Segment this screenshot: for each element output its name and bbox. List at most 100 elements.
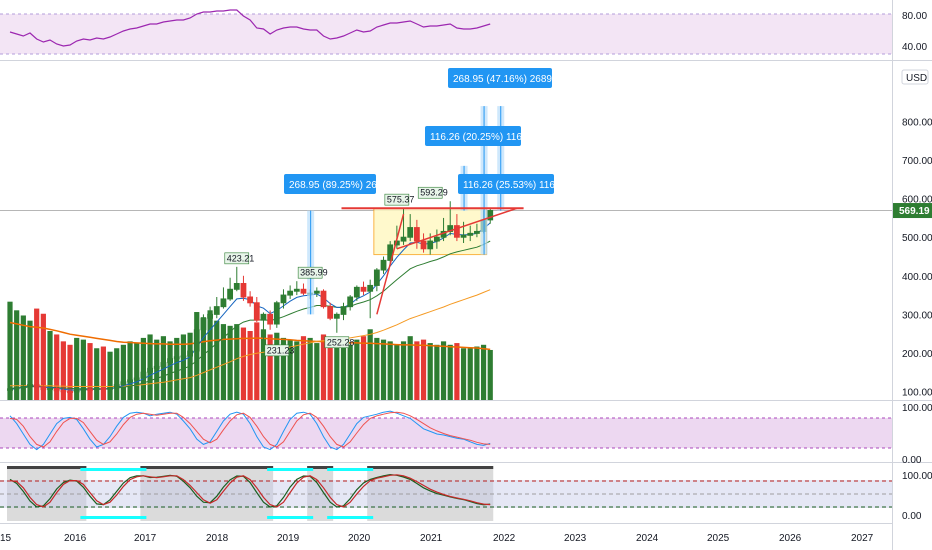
candle-body xyxy=(233,283,240,290)
support-trendline xyxy=(396,207,518,250)
ema-slow-line xyxy=(10,289,491,387)
candle-body xyxy=(413,227,420,242)
candle-body xyxy=(407,227,414,238)
high-low-label-box xyxy=(384,193,410,206)
candle-body xyxy=(220,298,227,308)
time-label: 2019 xyxy=(277,533,300,544)
candle-body xyxy=(27,384,33,387)
volume-bar xyxy=(200,317,207,400)
stoch-band xyxy=(0,418,892,448)
volume-bar xyxy=(420,339,427,400)
volume-bar xyxy=(320,334,327,400)
candle-body xyxy=(460,234,467,238)
volume-bar xyxy=(447,344,453,400)
volume-bar xyxy=(487,349,493,400)
volume-bar xyxy=(114,348,120,400)
stoch-tick: 0.00 xyxy=(902,455,922,466)
candle-body xyxy=(353,286,360,298)
volume-bar xyxy=(467,348,473,400)
rsi-pane[interactable] xyxy=(0,9,892,55)
volume-bar xyxy=(254,322,260,400)
price-tick: 400.00 xyxy=(902,272,932,283)
volume-bar xyxy=(380,339,387,400)
zone-marker-top xyxy=(367,466,494,469)
high-low-label: 423.21 xyxy=(227,253,255,263)
measure-callout-box xyxy=(448,68,552,88)
high-low-label: 252.28 xyxy=(327,337,355,347)
candle-body xyxy=(73,389,80,393)
candle-body xyxy=(113,384,120,389)
candle-body xyxy=(320,290,327,308)
candle-body xyxy=(107,387,113,390)
candle-body xyxy=(133,377,140,381)
volume-bar xyxy=(374,337,380,400)
volume-bar xyxy=(227,325,233,400)
candle-body xyxy=(180,355,187,358)
volume-bar xyxy=(54,334,60,400)
rsi-tick: 40.00 xyxy=(902,42,927,53)
candle-body xyxy=(373,269,380,286)
candle-body xyxy=(280,294,287,304)
candle-body xyxy=(60,390,67,393)
volume-bar xyxy=(180,334,187,400)
price-tick: 300.00 xyxy=(902,310,932,321)
volume-bar xyxy=(480,344,487,400)
candle-body xyxy=(167,358,173,364)
candle-body xyxy=(360,286,367,292)
high-low-label-box xyxy=(297,266,323,279)
time-label: 2017 xyxy=(134,533,157,544)
volume-bar xyxy=(167,341,173,400)
candle-body xyxy=(267,313,274,325)
volume-bar xyxy=(434,344,440,400)
time-label: 2025 xyxy=(707,533,730,544)
volume-bar xyxy=(314,343,320,400)
volume-bar xyxy=(260,329,267,400)
currency-box[interactable] xyxy=(901,69,929,85)
candle-body xyxy=(474,230,480,234)
volume-bar xyxy=(387,341,393,400)
stoch-d-line xyxy=(9,411,491,448)
price-axis[interactable]: 80.00 40.00 USD 800.00 700.00 600.00 500.00… xyxy=(893,11,932,522)
candle-body xyxy=(207,313,213,319)
measure-callout-label: 116.26 (25.53%) 11626 xyxy=(463,180,566,191)
volume-bar xyxy=(14,310,20,400)
candle-body xyxy=(53,387,60,392)
volume-bar xyxy=(280,337,287,400)
volume-bar xyxy=(307,337,313,400)
volume-bar xyxy=(120,344,126,400)
candle-body xyxy=(33,384,40,388)
volume-bar xyxy=(220,324,227,400)
zone-marker-top xyxy=(327,468,374,471)
volume-bar xyxy=(414,341,420,400)
stoch-rsi-pane[interactable] xyxy=(0,466,892,521)
candle-body xyxy=(87,388,93,391)
zone-marker-bottom xyxy=(327,516,374,519)
stoch-pane[interactable] xyxy=(0,410,892,451)
candle-body xyxy=(333,313,340,319)
candle-body xyxy=(467,232,474,236)
volume-bar xyxy=(60,341,66,400)
volume-bar xyxy=(340,343,347,400)
high-low-label-box xyxy=(324,336,350,349)
candle-body xyxy=(20,385,27,389)
time-label: 2023 xyxy=(564,533,587,544)
time-label: 2020 xyxy=(348,533,371,544)
measure-callout-label: 268.95 (89.25%) 26895 xyxy=(289,180,394,191)
candle-body xyxy=(260,313,267,321)
candle-body xyxy=(367,284,374,292)
candle-body xyxy=(13,387,20,390)
price-tick: 800.00 xyxy=(902,118,932,129)
volume-bar xyxy=(294,341,300,400)
volume-bar xyxy=(440,341,447,400)
zone-marker-top xyxy=(7,466,87,469)
time-label: 2026 xyxy=(779,533,802,544)
time-axis[interactable]: 15 2016 2017 2018 2019 2020 2021 2022 2023 2024 20… xyxy=(0,533,874,544)
measure-callouts: 268.95 (47.16%) 26895 116.26 (20.25%) 116… xyxy=(284,68,566,194)
price-pane[interactable]: 423.21 385.99 252.28 231.23 575.37 593.29 268… xyxy=(0,68,892,400)
volume-bar xyxy=(347,344,353,400)
candle-body xyxy=(427,240,434,250)
candle-body xyxy=(240,283,247,298)
zone-marker-bottom xyxy=(80,516,147,519)
volume-bar xyxy=(40,313,46,400)
